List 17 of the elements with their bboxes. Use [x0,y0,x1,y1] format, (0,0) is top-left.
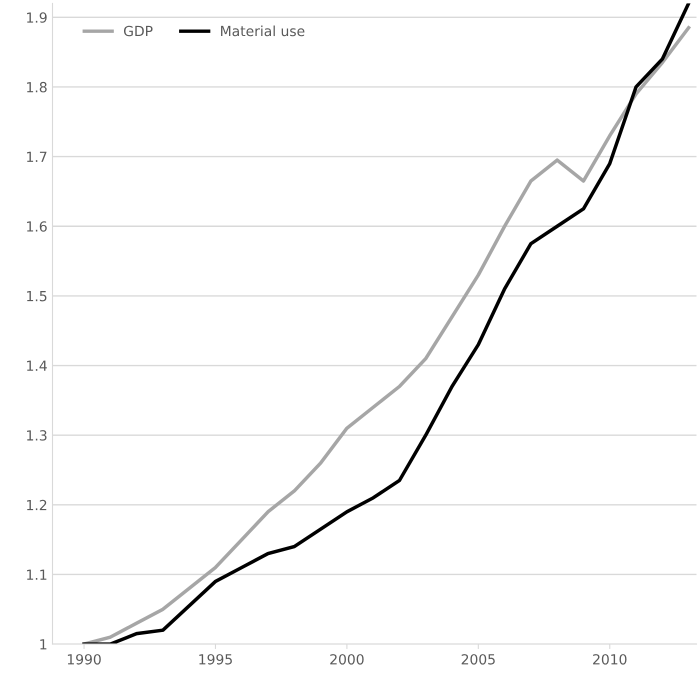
y-tick-label: 1.1 [27,570,46,580]
y-tick-label: 1.7 [27,152,46,162]
x-tick-label: 2005 [462,654,495,665]
x-tick-label: 1995 [199,654,232,665]
y-tick-label: 1.9 [27,12,47,23]
y-tick-label: 1.4 [27,360,47,371]
y-tick-label: 1.5 [27,291,46,302]
x-tick-label: 2000 [330,654,364,665]
legend-label: GDP [124,26,153,36]
x-tick-label: 2010 [593,654,627,665]
y-tick-label: 1 [40,639,46,650]
legend-label: Material use [221,26,304,36]
y-tick-label: 1.6 [27,221,47,232]
y-tick-label: 1.8 [27,82,47,92]
y-tick-label: 1.3 [27,430,47,441]
x-tick-label: 1990 [68,654,101,665]
y-tick-label: 1.2 [27,500,46,510]
